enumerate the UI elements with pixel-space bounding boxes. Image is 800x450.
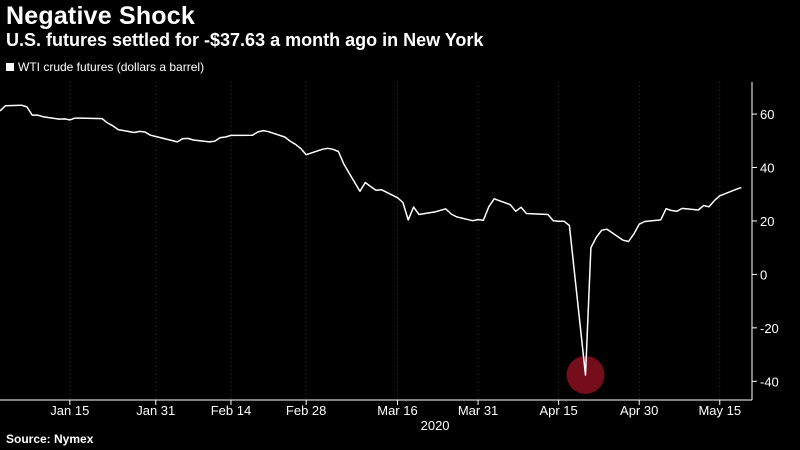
x-tick-label: Mar 16 <box>377 403 417 418</box>
x-tick-label: Jan 15 <box>50 403 89 418</box>
x-tick-label: Feb 14 <box>211 403 251 418</box>
legend-swatch <box>6 63 14 71</box>
source-note: Source: Nymex <box>6 432 94 446</box>
y-tick-label: -20 <box>760 321 779 336</box>
legend: WTI crude futures (dollars a barrel) <box>6 60 204 74</box>
x-tick-label: May 15 <box>698 403 741 418</box>
x-tick-label: Apr 30 <box>620 403 658 418</box>
legend-label: WTI crude futures (dollars a barrel) <box>18 60 205 74</box>
x-tick-label: Jan 31 <box>136 403 175 418</box>
chart-title: Negative Shock <box>6 2 195 30</box>
y-tick-label: 0 <box>760 267 767 282</box>
x-tick-label: Apr 15 <box>539 403 577 418</box>
chart-subtitle: U.S. futures settled for -$37.63 a month… <box>6 30 484 50</box>
x-year-label: 2020 <box>421 418 450 433</box>
y-tick-label: 40 <box>760 161 774 176</box>
series-line <box>0 104 742 376</box>
x-tick-label: Mar 31 <box>458 403 498 418</box>
x-tick-label: Feb 28 <box>286 403 326 418</box>
y-tick-label: -40 <box>760 374 779 389</box>
y-tick-label: 20 <box>760 214 774 229</box>
y-tick-label: 60 <box>760 107 774 122</box>
